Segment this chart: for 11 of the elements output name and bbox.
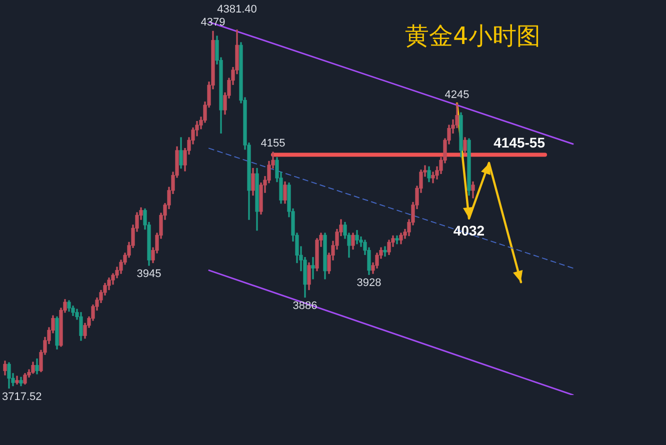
annotation: 4379 — [200, 16, 226, 29]
annotation: 3886 — [292, 300, 318, 312]
annotation: 4032 — [453, 222, 485, 238]
annotation: 3928 — [356, 277, 382, 290]
annotation: 4381.40 — [217, 3, 257, 16]
chart-title: 黄金4小时图 — [405, 21, 540, 51]
annotation: 4155 — [260, 138, 286, 150]
annotation: 4145-55 — [494, 134, 546, 151]
annotation: 4245 — [444, 89, 470, 102]
annotation: 3717.52 — [2, 390, 42, 403]
annotation: 3945 — [136, 268, 162, 280]
